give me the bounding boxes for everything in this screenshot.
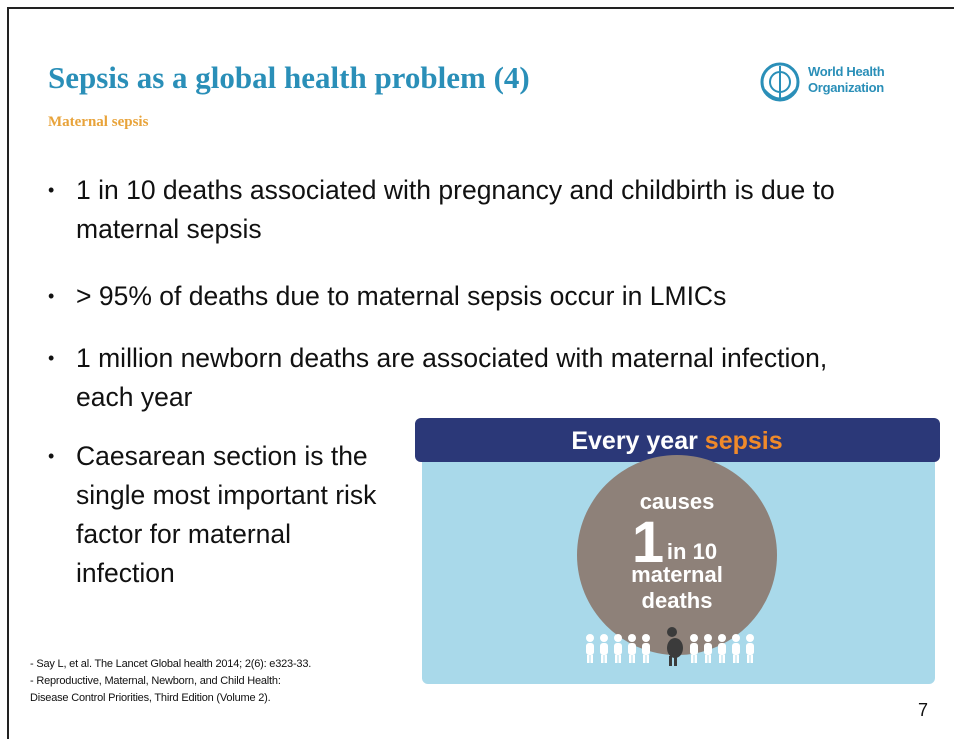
reference: Disease Control Priorities, Third Editio… (30, 692, 271, 704)
big-number: 1 (632, 510, 664, 575)
highlight-figure (667, 627, 683, 666)
bullet-text: 1 million newborn deaths are associated … (76, 343, 828, 412)
info-heading: Every year sepsis (571, 427, 782, 455)
figures (586, 634, 754, 663)
bullet: • 1 in 10 deaths associated with pregnanc… (48, 171, 908, 249)
logo-line: Organization (808, 80, 884, 95)
bullet-text: Caesarean section is the single most imp… (76, 441, 377, 588)
page-number: 7 (918, 700, 929, 720)
info-header (415, 418, 940, 462)
causes: causes (640, 489, 715, 514)
info-circle (577, 455, 777, 655)
logo-icon (760, 62, 800, 102)
bullet: • > 95% of deaths due to maternal sepsis … (48, 277, 908, 316)
bullet: • Caesarean section is the single most im… (48, 437, 388, 593)
reference: - Reproductive, Maternal, Newborn, and C… (30, 675, 281, 687)
logo-text: World Health Organization (808, 64, 885, 96)
logo-line: World Health (808, 64, 885, 79)
fraction: in 10 (667, 539, 717, 564)
deaths: deaths (642, 588, 713, 613)
subtitle: Maternal sepsis (48, 114, 149, 130)
bullet: • 1 million newborn deaths are associated… (48, 339, 878, 417)
bullet-text: 1 in 10 deaths associated with pregnancy… (76, 175, 835, 244)
bullet-text: > 95% of deaths due to maternal sepsis o… (76, 281, 727, 311)
infographic: Every year sepsis causes 1 in 10 materna… (415, 418, 940, 684)
heading-highlight: sepsis (705, 427, 783, 455)
maternal: maternal (631, 562, 723, 587)
slide-border (7, 7, 954, 739)
slide: Sepsis as a global health problem (4) Ma… (7, 7, 954, 739)
reference: - Say L, et al. The Lancet Global health… (30, 658, 312, 670)
title: Sepsis as a global health problem (4) (48, 60, 530, 95)
heading-text: Every year (571, 427, 704, 455)
